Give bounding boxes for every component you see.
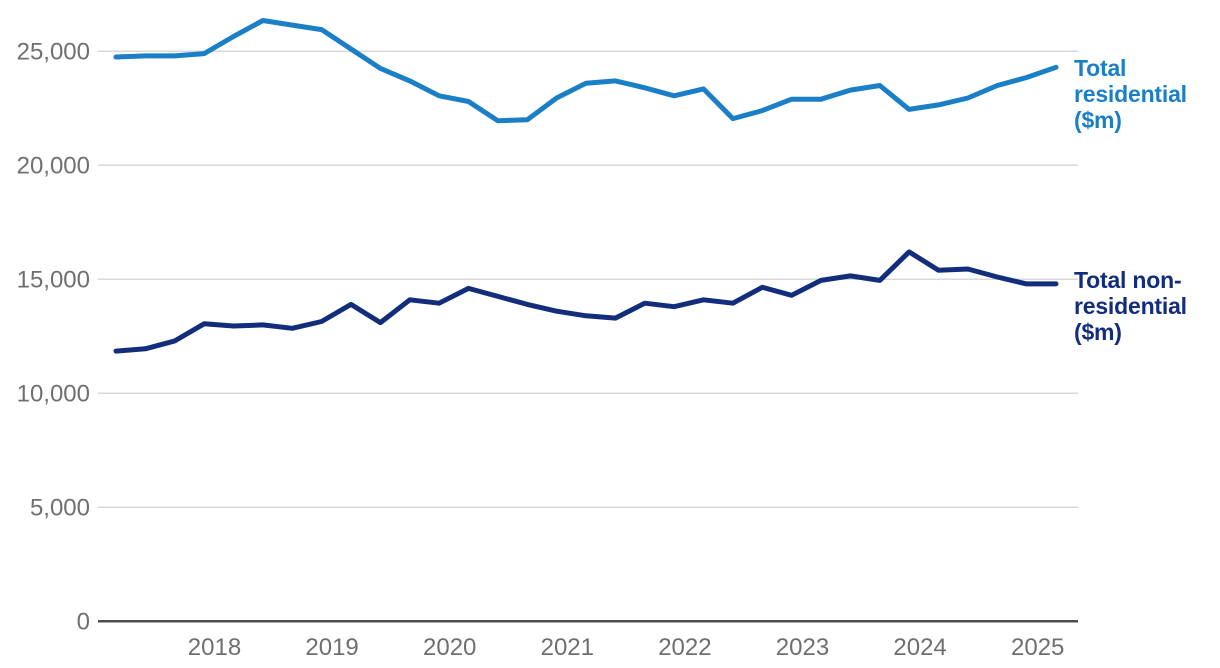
y-tick-label: 20,000 <box>17 152 90 179</box>
x-tick-label: 2019 <box>305 634 358 661</box>
x-tick-label: 2021 <box>541 634 594 661</box>
series-label-non-residential-line3: ($m) <box>1074 319 1122 345</box>
x-tick-label: 2025 <box>1011 634 1064 661</box>
series-label-non-residential-line1: Total non- <box>1074 267 1182 293</box>
series-label-residential: Total residential ($m) <box>1074 55 1187 133</box>
x-tick-label: 2020 <box>423 634 476 661</box>
x-tick-label: 2022 <box>658 634 711 661</box>
y-tick-label: 10,000 <box>17 380 90 407</box>
series-label-residential-line1: Total <box>1074 55 1127 81</box>
y-tick-label: 25,000 <box>17 38 90 65</box>
series-label-residential-line3: ($m) <box>1074 107 1122 133</box>
y-tick-label: 15,000 <box>17 266 90 293</box>
x-tick-label: 2018 <box>188 634 241 661</box>
x-tick-label: 2024 <box>893 634 946 661</box>
x-tick-label: 2023 <box>776 634 829 661</box>
series-label-residential-line2: residential <box>1074 81 1187 107</box>
y-tick-label: 0 <box>77 608 90 635</box>
series-label-non-residential: Total non- residential ($m) <box>1074 267 1187 345</box>
residential-line <box>113 18 1059 124</box>
non-residential-line <box>113 249 1059 354</box>
series-label-non-residential-line2: residential <box>1074 293 1187 319</box>
y-tick-label: 5,000 <box>30 494 90 521</box>
